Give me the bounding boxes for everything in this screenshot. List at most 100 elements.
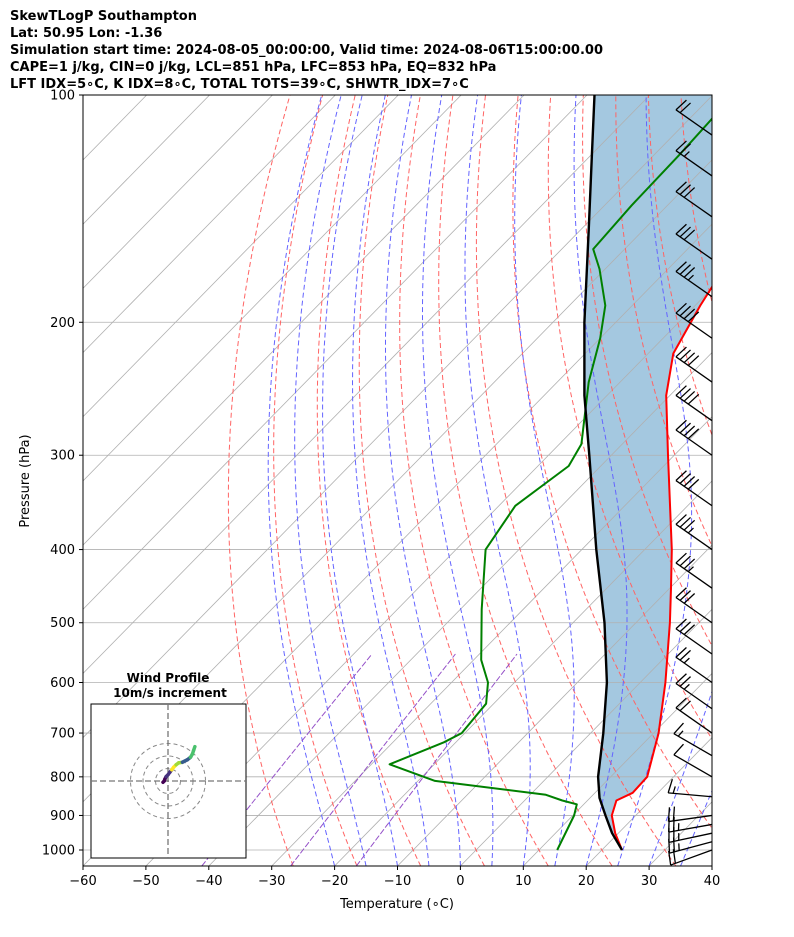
barb-staff (675, 562, 713, 589)
barb-flag (673, 722, 684, 735)
barb-flag (675, 419, 687, 431)
isotherm-line (460, 608, 712, 866)
wind-barb (675, 673, 713, 710)
barb-flag (679, 516, 691, 528)
barb-flag (679, 621, 691, 633)
dry-adiabat-line (779, 95, 794, 866)
location-label: Lat: 50.95 Lon: -1.36 (10, 26, 163, 41)
x-tick-label: −20 (321, 874, 348, 889)
barb-flag (683, 425, 696, 437)
barb-staff (675, 480, 713, 507)
barb-flag (687, 478, 700, 490)
barb-flag (673, 743, 684, 756)
x-tick-label: 10 (515, 874, 532, 889)
barb-staff (675, 356, 713, 383)
wind-barb (675, 140, 713, 177)
barb-flag (679, 590, 691, 601)
barb-flag (675, 223, 687, 235)
barb-flag (679, 143, 691, 155)
barb-staff (670, 849, 713, 866)
barb-staff (675, 109, 713, 136)
x-axis-label: Temperature (∘C) (339, 897, 454, 912)
wind-barb (675, 261, 713, 298)
barb-staff (675, 233, 713, 260)
moist-adiabat-line (294, 95, 367, 866)
barb-half-flag (683, 151, 690, 157)
moist-adiabat-line (680, 789, 712, 866)
wind-barb (675, 697, 713, 734)
wind-barb (675, 385, 713, 422)
barb-half-flag (687, 566, 694, 573)
isotherm-line (334, 480, 712, 866)
isotherm-line (397, 544, 712, 866)
barb-flag (667, 779, 673, 794)
barb-flag (675, 346, 687, 358)
x-tick-label: −50 (132, 874, 159, 889)
barb-half-flag (677, 730, 684, 737)
isotherm-line (271, 416, 712, 866)
wind-barb (675, 647, 713, 684)
x-tick-label: −60 (69, 874, 96, 889)
indices-label-2: LFT IDX=5∘C, K IDX=8∘C, TOTAL TOTS=39∘C,… (10, 77, 469, 92)
wind-barb (675, 223, 713, 260)
y-tick-label: 300 (50, 449, 75, 464)
barb-half-flag (683, 683, 690, 690)
mixing-ratio-line (355, 653, 518, 866)
wind-barb (667, 779, 713, 798)
isotherm-line (83, 95, 525, 546)
isotherm-line (775, 95, 794, 866)
barb-flag (679, 388, 691, 399)
moist-adiabats (267, 95, 712, 866)
barb-flag (675, 302, 687, 314)
barb-flag (683, 476, 696, 487)
barb-staff (675, 523, 713, 551)
barb-flag (679, 649, 691, 661)
moist-adiabat-line (573, 95, 628, 866)
wind-barb (675, 552, 713, 589)
wind-barb (667, 806, 713, 823)
dry-adiabat-line (714, 95, 794, 866)
parcel-line (583, 95, 624, 851)
dry-adiabat-line (227, 95, 294, 866)
x-tick-label: 0 (456, 874, 464, 889)
isotherm-line (711, 865, 712, 866)
axes: −60 −50 −40 −30 −20 −10 0 10 20 30 40 1000 900 800 700… (42, 89, 720, 890)
barb-flag (675, 181, 687, 193)
barb-staff (668, 792, 713, 798)
moist-adiabat-line (464, 95, 531, 866)
wind-barb (673, 743, 713, 778)
isotherm-line (83, 95, 85, 97)
barb-staff (668, 814, 713, 823)
barb-flag (679, 226, 691, 238)
dry-adiabat-line (647, 95, 712, 437)
barb-flag (679, 305, 691, 317)
dewpoint-line (388, 117, 712, 851)
dry-adiabat-line (399, 95, 549, 866)
y-tick-label: 500 (50, 616, 75, 631)
barb-flag (675, 470, 687, 482)
barb-flag (687, 311, 700, 323)
barb-staff (673, 754, 713, 778)
y-tick-label: 600 (50, 676, 75, 691)
cape-shading (584, 95, 712, 850)
dry-adiabat-line (547, 95, 712, 740)
moist-adiabat-line (267, 95, 336, 866)
y-tick-label: 700 (50, 727, 75, 742)
isotherm-line (83, 95, 651, 675)
mixing-ratio-line (290, 653, 456, 866)
barb-flag (683, 390, 696, 402)
barb-staff (675, 628, 713, 655)
barb-flag (679, 264, 691, 275)
x-tick-label: −40 (195, 874, 222, 889)
isotherm-line (83, 95, 588, 610)
moist-adiabat-line (711, 864, 712, 866)
x-tick-label: 20 (578, 874, 595, 889)
barb-flag (683, 266, 696, 278)
barb-flag (679, 102, 691, 114)
barb-flag (683, 187, 696, 198)
moist-adiabat-line (322, 95, 398, 866)
barb-staff (675, 596, 713, 624)
barb-staff (675, 312, 713, 339)
barb-half-flag (672, 786, 676, 794)
x-tick-label: 30 (641, 874, 658, 889)
